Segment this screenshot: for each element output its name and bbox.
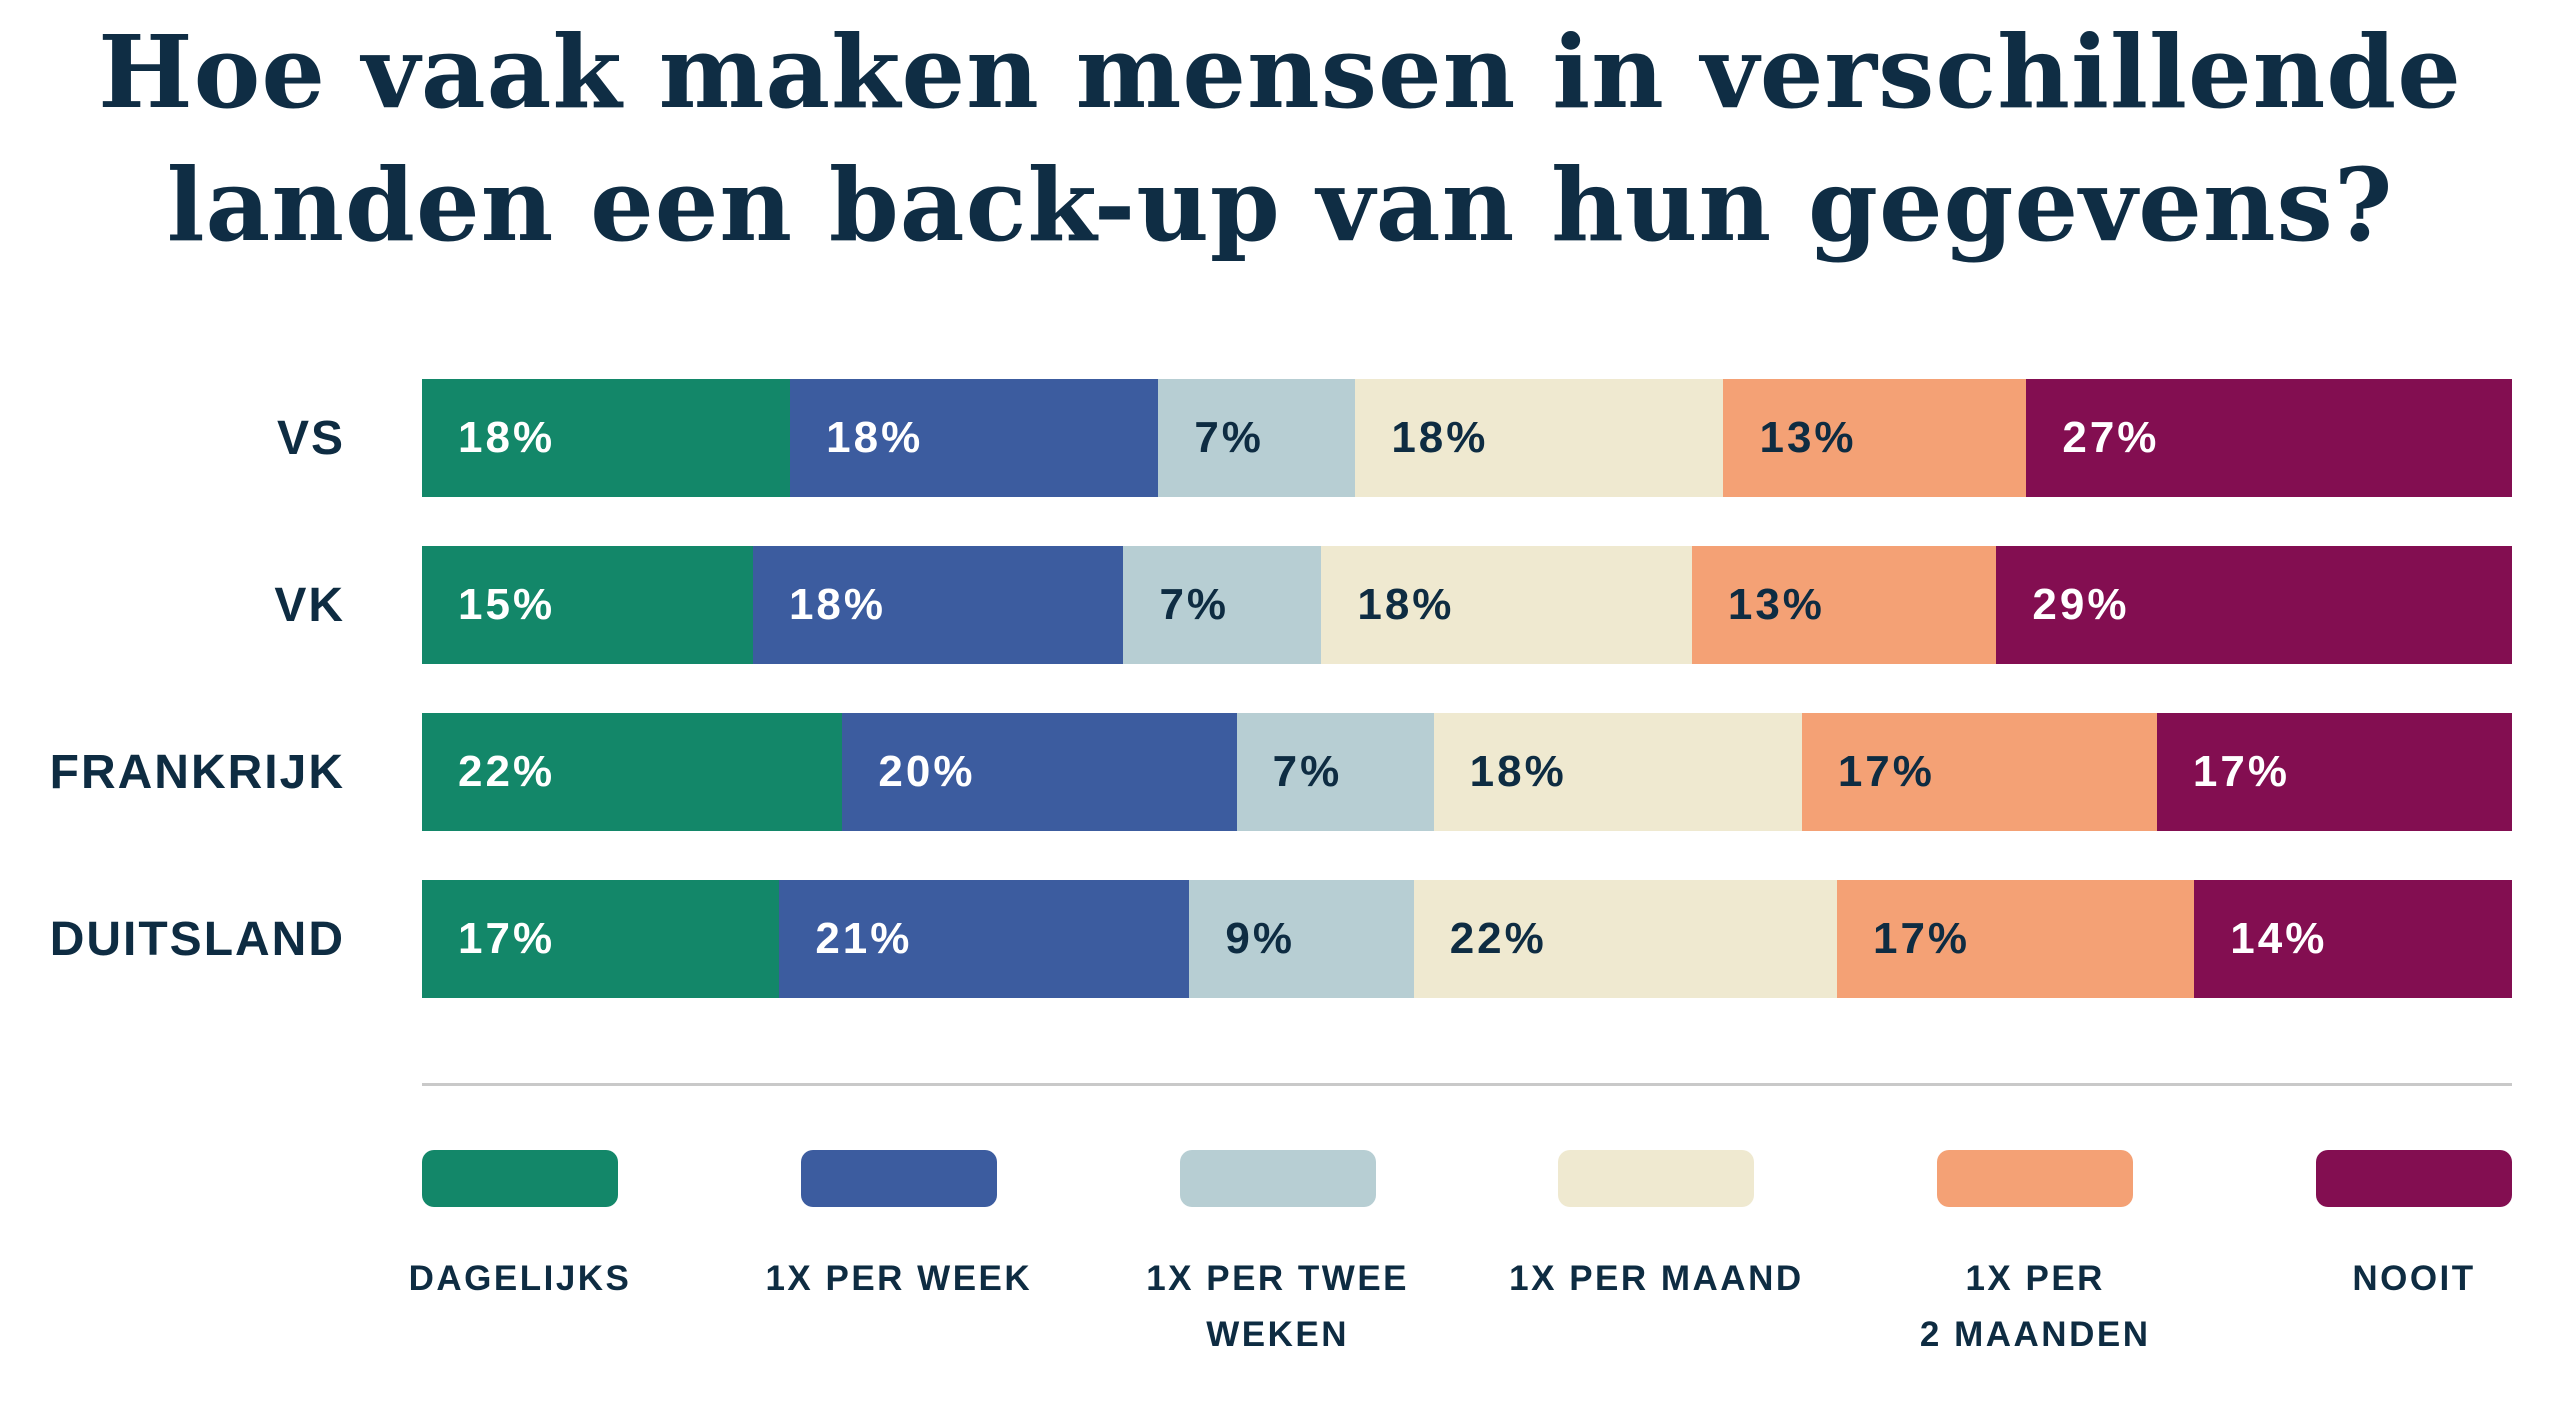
legend-label-dagelijks: DAGELIJKS <box>409 1251 632 1307</box>
chart-title-line-1: Hoe vaak maken mensen in verschillende <box>98 13 2462 131</box>
segment-value-label: 17% <box>1872 914 1971 963</box>
legend-label-line: 1X PER MAAND <box>1509 1259 1804 1298</box>
legend-item-nooit: NOOIT <box>2315 1150 2512 1363</box>
segment-value-label: 15% <box>458 580 556 629</box>
segment-value-label: 17% <box>458 914 556 963</box>
bar-segment-1x-per-maand-vk: 18% <box>1321 546 1692 664</box>
bar-row-vk: VK 15% 18% 7% 18% 13% 29% <box>0 546 2560 664</box>
bar-segment-1x-per-2-maanden-frankrijk: 17% <box>1801 713 2157 831</box>
segment-value-label: 7% <box>1194 413 1264 462</box>
stacked-bar-vs: 18% 18% 7% 18% 13% 27% <box>422 379 2513 497</box>
bar-row-vs: VS 18% 18% 7% 18% 13% 27% <box>0 379 2560 497</box>
segment-value-label: 29% <box>2032 580 2130 629</box>
legend-label-line: 1X PER TWEE <box>1146 1259 1410 1298</box>
segment-value-label: 21% <box>815 914 913 963</box>
legend-label-line: WEKEN <box>1206 1315 1349 1354</box>
segment-value-label: 13% <box>1727 580 1825 629</box>
chart-legend: DAGELIJKS 1X PER WEEK 1X PER TWEE WEKEN 1X P… <box>409 1150 2512 1363</box>
bar-segment-1x-per-twee-weken-duitsland: 9% <box>1189 880 1414 998</box>
bar-segment-1x-per-week-vs: 18% <box>790 379 1159 497</box>
segment-value-label: 7% <box>1159 580 1230 629</box>
category-label-duitsland: DUITSLAND <box>49 912 345 966</box>
segment-value-label: 18% <box>1391 413 1489 462</box>
segment-value-label: 13% <box>1759 413 1857 462</box>
segment-value-label: 9% <box>1225 914 1295 963</box>
segment-value-label: 20% <box>878 747 976 796</box>
bar-segment-nooit-duitsland: 14% <box>2194 880 2513 998</box>
segment-value-label: 18% <box>788 580 887 629</box>
bar-segment-1x-per-2-maanden-vk: 13% <box>1691 546 1997 664</box>
stacked-bar-vk: 15% 18% 7% 18% 13% 29% <box>422 546 2512 664</box>
legend-swatch-1x-per-maand <box>1558 1150 1755 1207</box>
segment-value-label: 22% <box>1449 914 1547 963</box>
bar-segment-1x-per-week-frankrijk: 20% <box>842 713 1237 831</box>
bar-segment-nooit-frankrijk: 17% <box>2156 713 2513 831</box>
chart-title: Hoe vaak maken mensen in verschillende l… <box>0 6 2560 272</box>
bar-rows: VS 18% 18% 7% 18% 13% 27% VK 15% 18% 7% 18% 13% 29% FR… <box>0 379 2560 1047</box>
legend-swatch-1x-per-week <box>800 1150 997 1207</box>
segment-value-label: 18% <box>1357 580 1455 629</box>
bar-segment-nooit-vk: 29% <box>1996 546 2512 664</box>
segment-value-label: 14% <box>2230 914 2328 963</box>
legend-swatch-nooit <box>2315 1150 2512 1207</box>
bar-segment-dagelijks-vk: 15% <box>422 546 753 664</box>
category-label-vk: VK <box>274 578 345 632</box>
bar-segment-1x-per-2-maanden-duitsland: 17% <box>1836 880 2195 998</box>
bar-segment-1x-per-twee-weken-vs: 7% <box>1158 379 1356 497</box>
legend-swatch-1x-per-twee-weken <box>1179 1150 1376 1207</box>
chart-title-line-2: landen een back-up van hun gegevens? <box>166 146 2394 264</box>
legend-label-line: NOOIT <box>2352 1259 2476 1298</box>
segment-value-label: 17% <box>1837 747 1935 796</box>
category-label-vs: VS <box>276 411 345 465</box>
legend-swatch-dagelijks <box>422 1150 618 1207</box>
legend-label-line: 1X PER WEEK <box>765 1259 1033 1298</box>
bar-segment-nooit-vs: 27% <box>2026 379 2513 497</box>
legend-item-1x-per-week: 1X PER WEEK <box>765 1150 1030 1363</box>
segment-value-label: 27% <box>2062 413 2160 462</box>
segment-value-label: 17% <box>2192 747 2290 796</box>
segment-value-label: 18% <box>1469 747 1567 796</box>
legend-label-1x-per-maand: 1X PER MAAND <box>1509 1251 1803 1307</box>
bar-row-frankrijk: FRANKRIJK 22% 20% 7% 18% 17% 17% <box>0 713 2560 831</box>
bar-segment-dagelijks-vs: 18% <box>422 379 791 497</box>
legend-item-dagelijks: DAGELIJKS <box>409 1150 629 1363</box>
bar-row-duitsland: DUITSLAND 17% 21% 9% 22% 17% 14% <box>0 880 2560 998</box>
legend-label-1x-per-2-maanden: 1X PER 2 MAANDEN <box>1920 1251 2151 1363</box>
stacked-bar-frankrijk: 22% 20% 7% 18% 17% 17% <box>422 713 2513 831</box>
bar-segment-dagelijks-frankrijk: 22% <box>422 713 843 831</box>
bar-segment-1x-per-maand-vs: 18% <box>1355 379 1724 497</box>
segment-value-label: 22% <box>458 747 556 796</box>
bar-segment-dagelijks-duitsland: 17% <box>422 880 780 998</box>
legend-label-1x-per-week: 1X PER WEEK <box>765 1251 1032 1307</box>
bar-segment-1x-per-week-vk: 18% <box>752 546 1124 664</box>
bar-segment-1x-per-twee-weken-vk: 7% <box>1123 546 1322 664</box>
legend-label-line: DAGELIJKS <box>408 1259 632 1298</box>
bar-segment-1x-per-twee-weken-frankrijk: 7% <box>1236 713 1434 831</box>
stacked-bar-duitsland: 17% 21% 9% 22% 17% 14% <box>422 880 2513 998</box>
bar-segment-1x-per-2-maanden-vs: 13% <box>1723 379 2027 497</box>
category-label-frankrijk: FRANKRIJK <box>49 745 345 799</box>
legend-divider-line <box>422 1083 2512 1086</box>
segment-value-label: 18% <box>458 413 556 462</box>
segment-value-label: 18% <box>826 413 924 462</box>
legend-label-line: 1X PER <box>1965 1259 2105 1298</box>
legend-item-1x-per-twee-weken: 1X PER TWEE WEKEN <box>1146 1150 1407 1363</box>
bar-segment-1x-per-maand-duitsland: 22% <box>1413 880 1837 998</box>
bar-segment-1x-per-week-duitsland: 21% <box>779 880 1190 998</box>
bar-segment-1x-per-maand-frankrijk: 18% <box>1433 713 1802 831</box>
legend-label-1x-per-twee-weken: 1X PER TWEE WEKEN <box>1146 1251 1409 1363</box>
legend-label-nooit: NOOIT <box>2352 1251 2475 1307</box>
segment-value-label: 7% <box>1272 747 1343 796</box>
legend-item-1x-per-2-maanden: 1X PER 2 MAANDEN <box>1920 1150 2148 1363</box>
legend-swatch-1x-per-2-maanden <box>1937 1150 2134 1207</box>
legend-item-1x-per-maand: 1X PER MAAND <box>1509 1150 1801 1363</box>
legend-label-line: 2 MAANDEN <box>1919 1315 2151 1354</box>
